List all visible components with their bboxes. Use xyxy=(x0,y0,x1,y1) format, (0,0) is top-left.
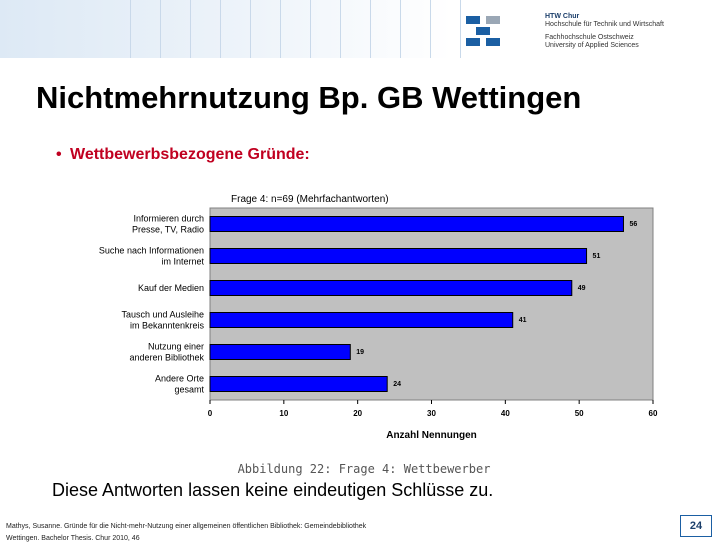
x-tick-label: 30 xyxy=(427,409,436,418)
logo-line-4: University of Applied Sciences xyxy=(545,42,639,49)
header-stripes xyxy=(130,0,461,58)
page-number: 24 xyxy=(680,515,712,537)
x-axis-label: Anzahl Nennungen xyxy=(386,430,477,441)
htw-logo-icon xyxy=(466,16,526,46)
x-tick-label: 40 xyxy=(501,409,510,418)
x-tick-label: 50 xyxy=(575,409,584,418)
plot-area xyxy=(209,207,654,401)
category-label: Andere Orte xyxy=(155,374,204,384)
footer-line-1: Mathys, Susanne. Gründe für die Nicht-me… xyxy=(6,523,367,530)
category-label: im Bekanntenkreis xyxy=(130,321,205,331)
chart-figure: Frage 4: n=69 (Mehrfachantworten) 56 Infor… xyxy=(72,180,676,444)
logo-line-3: Fachhochschule Ostschweiz xyxy=(545,34,634,41)
footer-line-2: Wettingen. Bachelor Thesis. Chur 2010, 4… xyxy=(6,535,140,542)
citation-footer: Mathys, Susanne. Gründe für die Nicht-me… xyxy=(6,521,486,545)
x-tick-label: 0 xyxy=(208,409,213,418)
category-label: Presse, TV, Radio xyxy=(132,225,204,235)
category-label: gesamt xyxy=(174,385,204,395)
bar xyxy=(209,344,351,360)
conclusion-text: Diese Antworten lassen keine eindeutigen… xyxy=(52,480,494,500)
category-label: anderen Bibliothek xyxy=(129,353,204,363)
data-label: 19 xyxy=(356,349,364,356)
x-tick-label: 60 xyxy=(649,409,658,418)
bar xyxy=(209,248,588,264)
bullet-marker: • xyxy=(56,146,62,163)
data-label: 49 xyxy=(578,285,586,292)
category-label: Informieren durch xyxy=(133,214,204,224)
data-label: 56 xyxy=(629,221,637,228)
logo-line-1: HTW Chur xyxy=(545,13,580,20)
logo-line-2: Hochschule für Technik und Wirtschaft xyxy=(545,21,664,28)
category-label: Tausch und Ausleihe xyxy=(121,310,204,320)
header-band xyxy=(0,0,728,58)
category-label: Nutzung einer xyxy=(148,342,204,352)
data-label: 24 xyxy=(393,381,401,388)
data-label: 51 xyxy=(593,253,601,260)
category-label: im Internet xyxy=(161,257,204,267)
slide-title: Nichtmehrnutzung Bp. GB Wettingen xyxy=(36,80,582,115)
bullet-item: • Wettbewerbsbezogene Gründe: xyxy=(56,146,310,164)
bar xyxy=(209,216,624,232)
bar xyxy=(209,312,514,328)
figure-caption: Abbildung 22: Frage 4: Wettbewerber xyxy=(237,462,491,476)
bar xyxy=(209,376,388,392)
bar-chart: Frage 4: n=69 (Mehrfachantworten) 56 Infor… xyxy=(99,194,658,441)
bar xyxy=(209,280,573,296)
data-label: 41 xyxy=(519,317,527,324)
x-tick-label: 20 xyxy=(353,409,362,418)
chart-title: Frage 4: n=69 (Mehrfachantworten) xyxy=(231,194,389,205)
x-tick-label: 10 xyxy=(279,409,288,418)
category-label: Suche nach Informationen xyxy=(99,246,204,256)
category-label: Kauf der Medien xyxy=(138,283,204,293)
bullet-text: Wettbewerbsbezogene Gründe: xyxy=(70,146,310,163)
htw-logo-text: HTW Chur Hochschule für Technik und Wirt… xyxy=(545,13,664,50)
